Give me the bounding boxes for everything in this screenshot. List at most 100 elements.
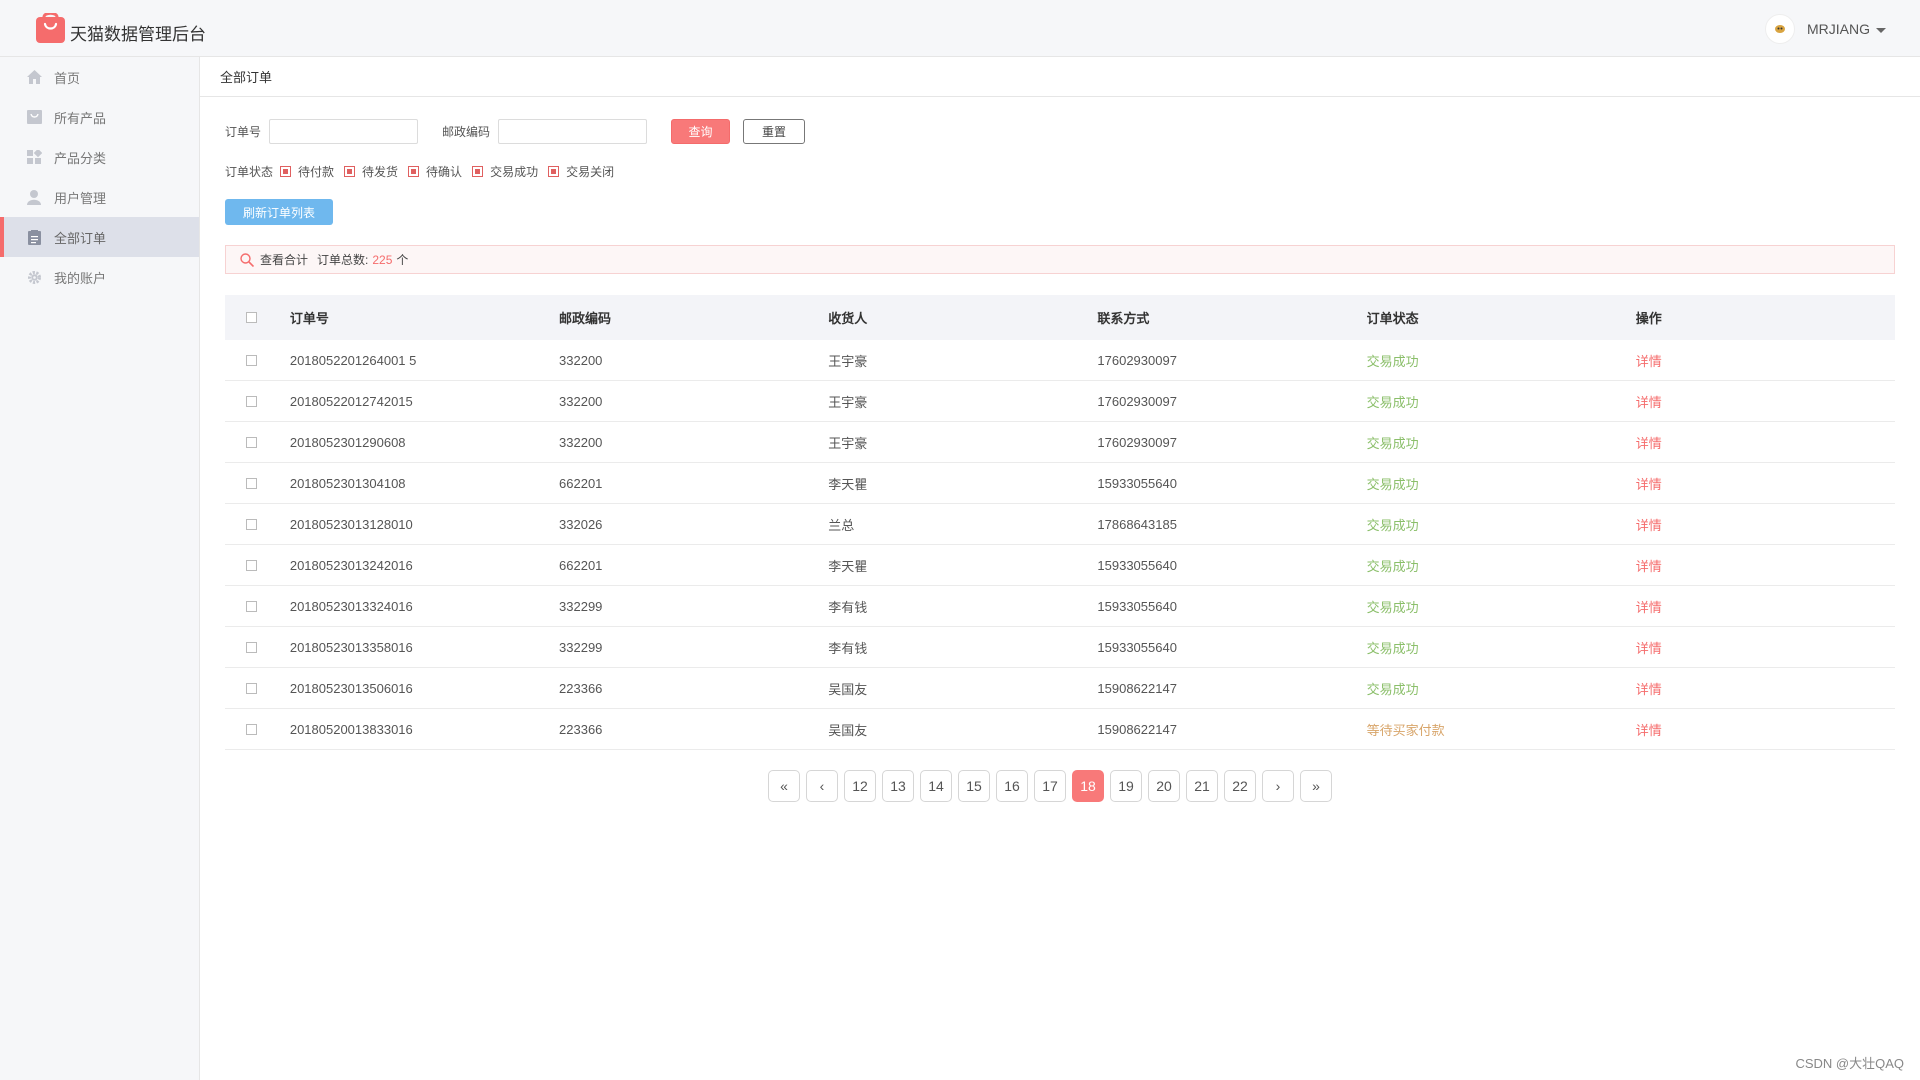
reset-button[interactable]: 重置 — [743, 119, 806, 144]
row-checkbox[interactable] — [245, 354, 257, 366]
zip-input[interactable] — [498, 119, 648, 144]
order-icon — [26, 229, 42, 245]
page-button[interactable]: 13 — [882, 770, 914, 802]
status-checkbox-pending-shipment[interactable] — [344, 166, 356, 177]
page-button[interactable]: 21 — [1186, 770, 1218, 802]
row-checkbox[interactable] — [245, 641, 257, 653]
table-row: 20180523013506016 223366 吴国友 15908622147 交易成… — [225, 668, 1895, 709]
summary-bar: 查看合计 订单总数: 225 个 — [225, 245, 1895, 274]
page-button[interactable]: 12 — [844, 770, 876, 802]
detail-link[interactable]: 详情 — [1635, 640, 1662, 656]
status-checkbox-success[interactable] — [472, 166, 484, 177]
order-status: 交易成功 — [1366, 353, 1419, 369]
page-button[interactable]: 16 — [996, 770, 1028, 802]
refresh-order-list-button[interactable]: 刷新订单列表 — [225, 199, 333, 225]
page-button[interactable]: 14 — [920, 770, 952, 802]
sidebar-item-users[interactable]: 用户管理 — [0, 177, 199, 217]
status-option-label: 待付款 — [298, 165, 335, 179]
next-page-button[interactable]: › — [1262, 770, 1294, 802]
row-checkbox[interactable] — [245, 436, 257, 448]
sidebar-item-account[interactable]: 我的账户 — [0, 257, 199, 297]
sidebar-item-home[interactable]: 首页 — [0, 57, 199, 97]
home-icon — [26, 69, 42, 85]
page-button[interactable]: 18 — [1072, 770, 1104, 802]
zip-code: 223366 — [559, 721, 603, 737]
detail-link[interactable]: 详情 — [1635, 558, 1662, 574]
page-button[interactable]: 19 — [1110, 770, 1142, 802]
row-checkbox[interactable] — [245, 395, 257, 407]
order-number: 2018052301290608 — [289, 434, 406, 450]
row-checkbox[interactable] — [245, 518, 257, 530]
detail-link[interactable]: 详情 — [1635, 476, 1662, 492]
row-checkbox[interactable] — [245, 559, 257, 571]
order-number: 20180520013833016 — [289, 721, 413, 737]
detail-link[interactable]: 详情 — [1635, 394, 1662, 410]
zip-code: 332026 — [559, 516, 603, 532]
status-checkbox-closed[interactable] — [548, 166, 560, 177]
row-checkbox[interactable] — [245, 723, 257, 735]
recipient: 吴国友 — [828, 722, 868, 738]
chevron-down-icon[interactable] — [1876, 27, 1886, 33]
top-bar: 天猫数据管理后台 MRJIANG — [0, 0, 1920, 57]
detail-link[interactable]: 详情 — [1635, 722, 1662, 738]
table-row: 20180523013324016 332299 李有钱 15933055640 交易成… — [225, 586, 1895, 627]
status-checkbox-pending-payment[interactable] — [280, 166, 292, 177]
order-number: 20180523013324016 — [289, 598, 413, 614]
column-header: 收货人 — [828, 311, 868, 326]
order-status: 交易成功 — [1366, 394, 1419, 410]
avatar[interactable] — [1765, 14, 1795, 44]
sidebar-item-label: 首页 — [54, 70, 81, 86]
status-checkbox-pending-confirm[interactable] — [408, 166, 420, 177]
sidebar-item-orders[interactable]: 全部订单 — [0, 217, 199, 257]
query-button[interactable]: 查询 — [671, 119, 731, 144]
recipient: 李天瞿 — [828, 476, 868, 492]
recipient: 李天瞿 — [828, 558, 868, 574]
table-row: 2018052301290608 332200 王宇豪 17602930097 交易成功… — [225, 422, 1895, 463]
last-page-button[interactable]: » — [1300, 770, 1332, 802]
column-header: 邮政编码 — [559, 311, 612, 326]
phone: 15933055640 — [1097, 475, 1177, 491]
table-row: 20180523013242016 662201 李天瞿 15933055640 交易成… — [225, 545, 1895, 586]
row-checkbox[interactable] — [245, 682, 257, 694]
recipient: 李有钱 — [828, 599, 868, 615]
status-label: 订单状态 — [225, 165, 274, 179]
recipient: 兰总 — [828, 517, 855, 533]
table-header: 订单号 邮政编码 收货人 联系方式 订单状态 操作 — [225, 295, 1895, 340]
sidebar-item-products[interactable]: 所有产品 — [0, 97, 199, 137]
page-button[interactable]: 15 — [958, 770, 990, 802]
sidebar-item-categories[interactable]: 产品分类 — [0, 137, 199, 177]
category-icon — [26, 149, 42, 165]
detail-link[interactable]: 详情 — [1635, 435, 1662, 451]
table-body: 2018052201264001 5 332200 王宇豪 17602930097 交易… — [225, 340, 1895, 750]
user-menu[interactable]: MRJIANG — [1765, 14, 1886, 44]
sidebar-item-label: 我的账户 — [54, 270, 107, 286]
order-status: 交易成功 — [1366, 599, 1419, 615]
status-option-label: 交易关闭 — [566, 165, 615, 179]
table-row: 20180523013128010 332026 兰总 17868643185 交易成功… — [225, 504, 1895, 545]
username[interactable]: MRJIANG — [1807, 21, 1870, 37]
recipient: 王宇豪 — [828, 394, 868, 410]
status-filter: 订单状态 待付款 待发货 待确认 交易成功 交易关闭 — [225, 163, 615, 180]
page-button[interactable]: 22 — [1224, 770, 1256, 802]
zip-code: 662201 — [559, 475, 603, 491]
summary-unit: 个 — [396, 253, 409, 267]
table-row: 2018052301304108 662201 李天瞿 15933055640 交易成功… — [225, 463, 1895, 504]
detail-link[interactable]: 详情 — [1635, 517, 1662, 533]
detail-link[interactable]: 详情 — [1635, 353, 1662, 369]
sidebar-item-label: 产品分类 — [54, 150, 107, 166]
row-checkbox[interactable] — [245, 477, 257, 489]
column-header: 订单号 — [289, 311, 329, 326]
page-button[interactable]: 17 — [1034, 770, 1066, 802]
user-icon — [26, 189, 42, 205]
select-all-checkbox[interactable] — [245, 312, 257, 323]
phone: 15933055640 — [1097, 598, 1177, 614]
detail-link[interactable]: 详情 — [1635, 681, 1662, 697]
page-button[interactable]: 20 — [1148, 770, 1180, 802]
prev-page-button[interactable]: ‹ — [806, 770, 838, 802]
first-page-button[interactable]: « — [768, 770, 800, 802]
order-no-input[interactable] — [269, 119, 419, 144]
row-checkbox[interactable] — [245, 600, 257, 612]
detail-link[interactable]: 详情 — [1635, 599, 1662, 615]
recipient: 王宇豪 — [828, 435, 868, 451]
column-header: 操作 — [1635, 311, 1662, 326]
